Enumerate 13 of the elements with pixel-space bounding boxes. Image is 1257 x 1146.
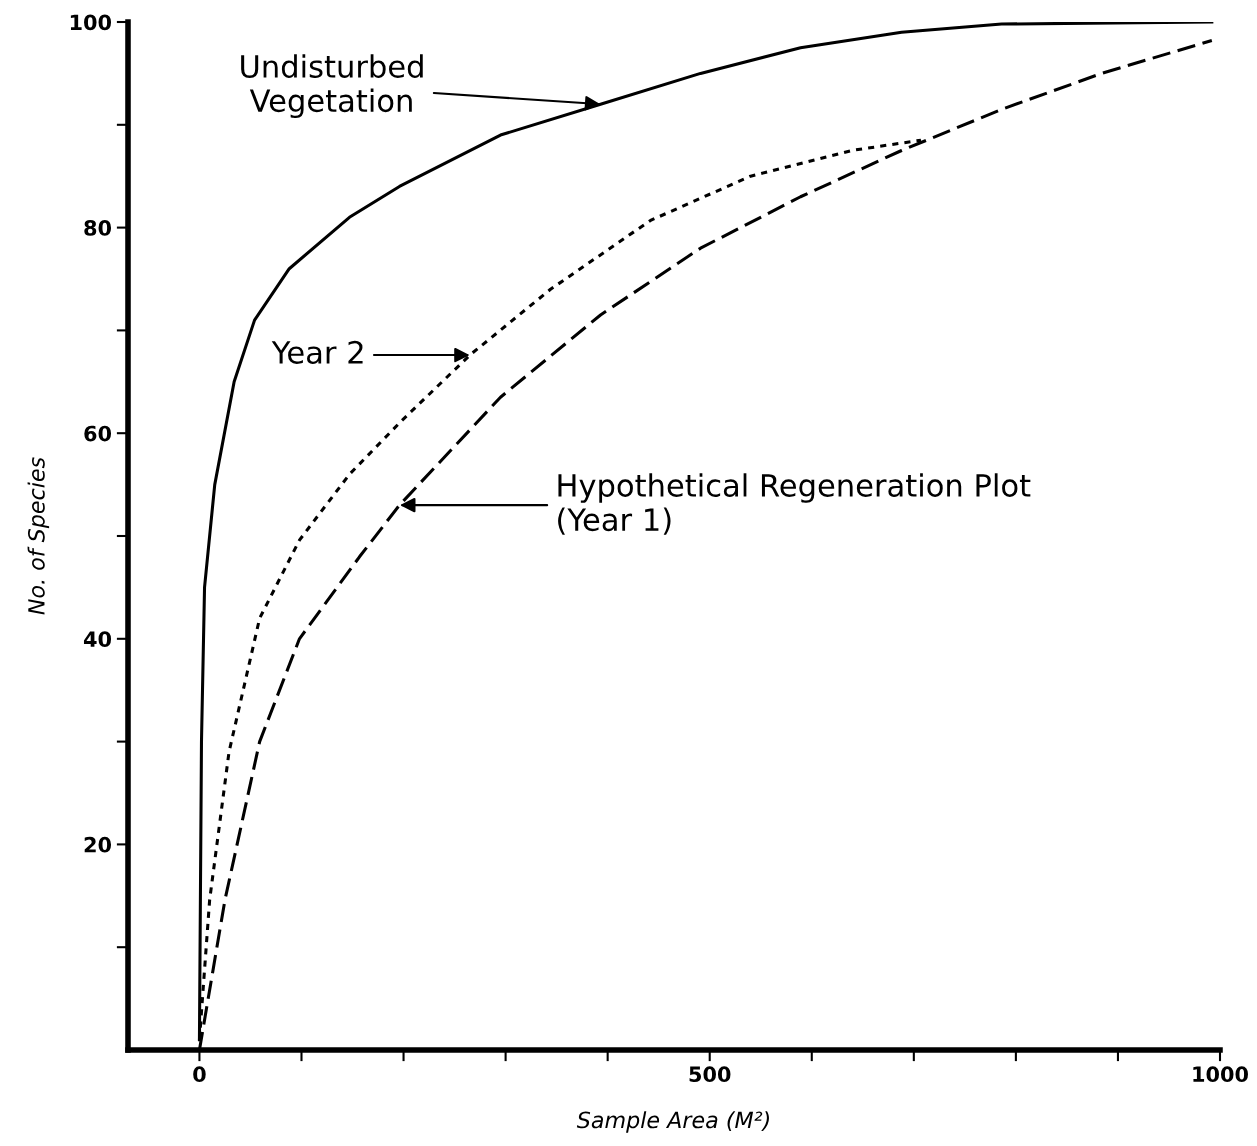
y-axis-title: No. of Species [27, 457, 50, 615]
y-tick-label: 20 [84, 836, 112, 853]
x-tick-label: 500 [689, 1066, 731, 1083]
y-tick-label: 100 [70, 14, 112, 31]
x-axis-title: Sample Area (M²) [576, 1111, 769, 1133]
annotation: Undisturbed Vegetation [241, 54, 423, 119]
y-tick-label: 60 [84, 425, 112, 442]
annotation: Hypothetical Regeneration Plot (Year 1) [558, 473, 1031, 535]
y-tick-label: 40 [83, 631, 112, 648]
x-tick-label: 1000 [1193, 1066, 1248, 1083]
x-tick-label: 0 [193, 1066, 206, 1083]
annotation: Year 2 [271, 340, 363, 364]
y-tick-label: 80 [84, 220, 112, 236]
